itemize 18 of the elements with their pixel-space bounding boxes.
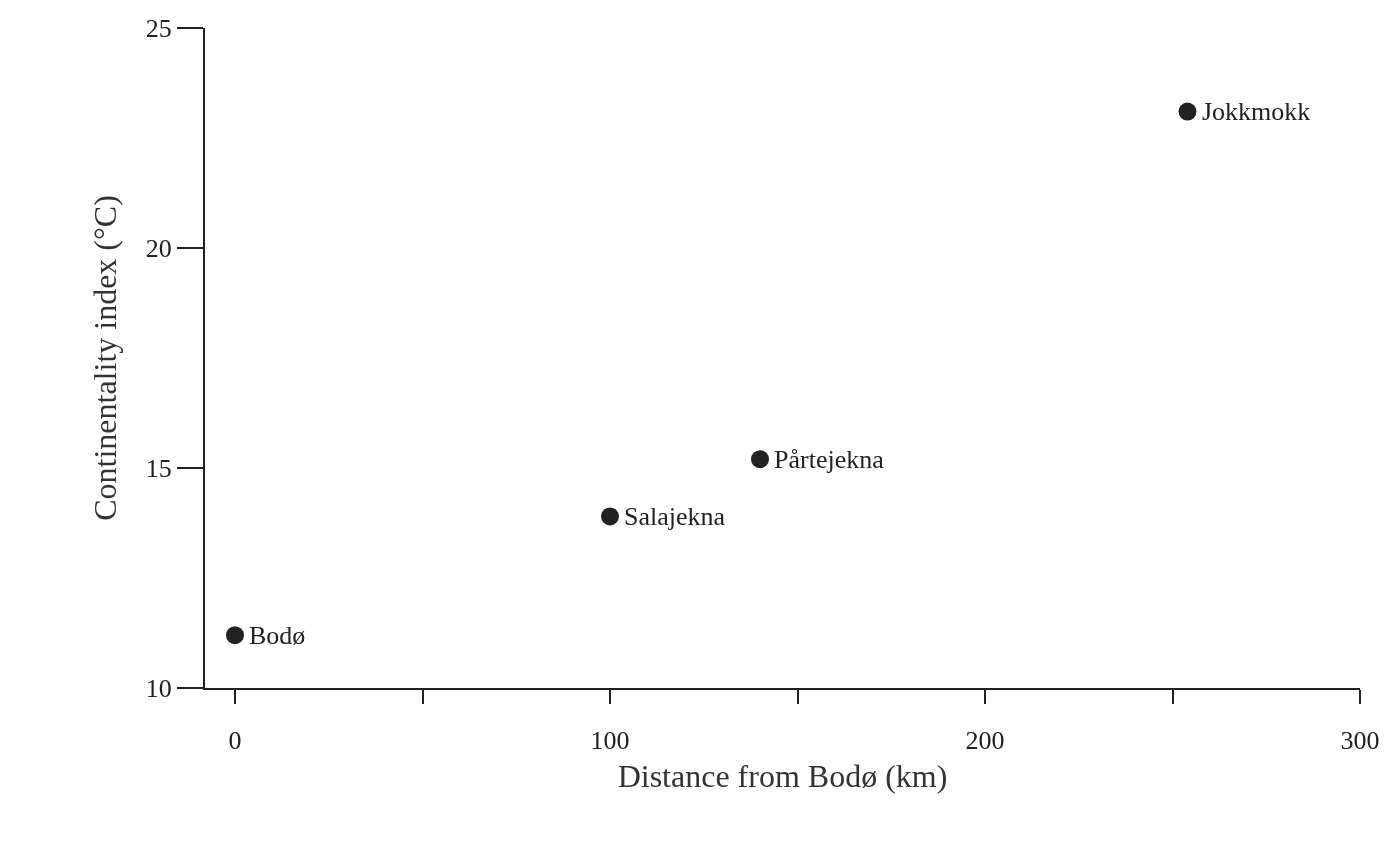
x-tick-label: 200: [965, 726, 1005, 756]
annotation: Salajekna: [624, 502, 726, 531]
point: [601, 507, 619, 526]
point: [226, 626, 244, 645]
y-axis-title: Continentality index (°C): [86, 195, 123, 521]
x-axis-title: Distance from Bodø (km): [617, 757, 948, 794]
x-tick-label: 100: [590, 726, 630, 756]
annotation: Pårtejekna: [774, 445, 885, 474]
y-tick-label: 20: [145, 234, 172, 264]
y-tick-label: 15: [145, 454, 172, 484]
x-tick-label: 300: [1340, 726, 1380, 756]
x-tick-label: 0: [228, 726, 242, 756]
annotation: Bodø: [249, 621, 306, 650]
point: [1178, 102, 1197, 121]
annotation: Jokkmokk: [1202, 97, 1311, 126]
y-tick-label: 10: [145, 674, 172, 704]
y-tick-label: 25: [145, 14, 172, 44]
point: [751, 450, 769, 469]
